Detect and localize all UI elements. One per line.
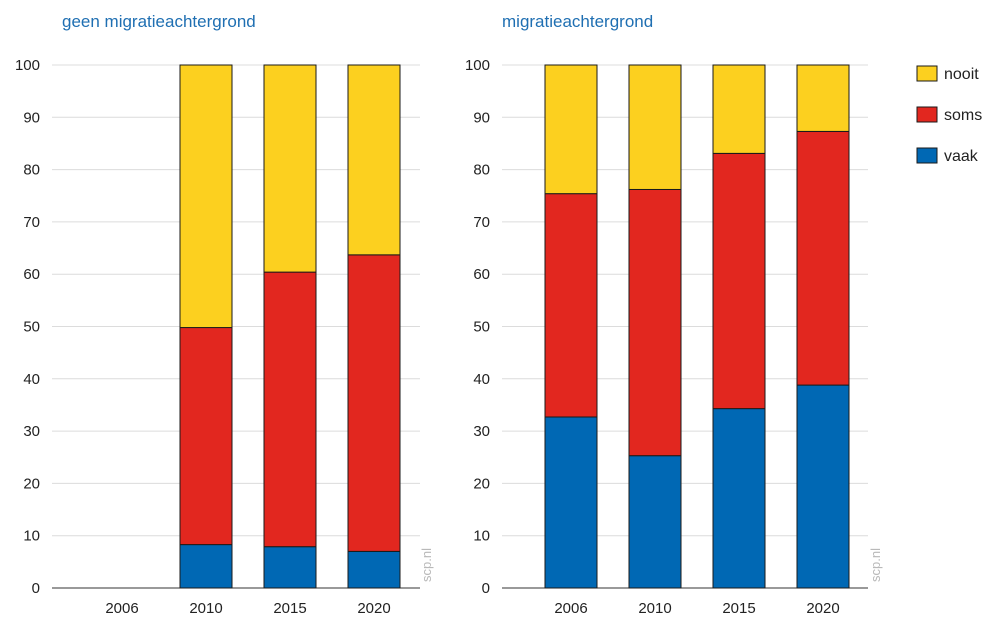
y-tick-label: 40: [23, 371, 40, 388]
y-tick-label: 50: [473, 319, 490, 336]
x-tick-label: 2020: [806, 600, 839, 617]
legend-label-vaak: vaak: [944, 148, 979, 165]
y-tick-label: 40: [473, 371, 490, 388]
bar-segment-soms-2015: [263, 271, 317, 548]
y-tick-label: 10: [473, 528, 490, 545]
watermark: scp.nl: [419, 548, 434, 582]
x-tick-label: 2015: [273, 600, 306, 617]
bar-segment-nooit-2020: [347, 64, 401, 256]
legend-swatch-soms: [916, 106, 938, 123]
y-tick-label: 20: [23, 475, 40, 492]
y-tick-label: 60: [23, 266, 40, 283]
panel-title: migratieachtergrond: [502, 12, 653, 31]
y-tick-label: 80: [473, 162, 490, 179]
legend-swatch-nooit: [916, 65, 938, 82]
bar-segment-nooit-2015: [263, 64, 317, 273]
bar-segment-nooit-2015: [712, 64, 766, 154]
bar-segment-nooit-2006: [544, 64, 598, 195]
x-tick-label: 2010: [189, 600, 222, 617]
bar-segment-vaak-2010: [628, 455, 682, 589]
bar-segment-nooit-2010: [628, 64, 682, 190]
bar-segment-vaak-2006: [544, 416, 598, 589]
bar-segment-vaak-2020: [347, 550, 401, 589]
legend-swatch-vaak: [916, 147, 938, 164]
y-tick-label: 90: [473, 109, 490, 126]
bar-segment-nooit-2010: [179, 64, 233, 329]
bar-segment-vaak-2020: [796, 384, 850, 589]
y-tick-label: 100: [465, 57, 490, 74]
legend: nooit soms vaak: [916, 65, 982, 165]
y-tick-label: 50: [23, 319, 40, 336]
bar-segment-soms-2015: [712, 152, 766, 410]
bar-segment-soms-2020: [796, 130, 850, 386]
y-tick-label: 70: [473, 214, 490, 231]
bar-segment-soms-2010: [628, 188, 682, 457]
bar-segment-nooit-2020: [796, 64, 850, 132]
x-tick-label: 2006: [554, 600, 587, 617]
y-tick-label: 20: [473, 475, 490, 492]
legend-label-soms: soms: [944, 107, 982, 124]
legend-label-nooit: nooit: [944, 66, 979, 83]
y-tick-label: 30: [23, 423, 40, 440]
y-tick-label: 60: [473, 266, 490, 283]
panel-geen-migratieachtergrond: geen migratieachtergrond 0 10 20 30 40 50 60 70 8…: [15, 12, 434, 617]
panel-migratieachtergrond: migratieachtergrond 0 10 20 30 40 50 60 70 80 90 10…: [465, 12, 883, 617]
y-tick-label: 80: [23, 162, 40, 179]
x-tick-label: 2015: [722, 600, 755, 617]
watermark: scp.nl: [868, 548, 883, 582]
panel-title: geen migratieachtergrond: [62, 12, 256, 31]
y-tick-label: 0: [32, 580, 40, 597]
bar-segment-soms-2006: [544, 193, 598, 418]
bar-segment-vaak-2015: [263, 546, 317, 589]
x-tick-label: 2010: [638, 600, 671, 617]
bar-segment-soms-2010: [179, 327, 233, 546]
y-tick-label: 10: [23, 528, 40, 545]
bar-segment-vaak-2010: [179, 544, 233, 589]
y-tick-label: 30: [473, 423, 490, 440]
y-tick-label: 90: [23, 109, 40, 126]
bar-segment-vaak-2015: [712, 408, 766, 589]
y-tick-label: 0: [482, 580, 490, 597]
x-tick-label: 2020: [357, 600, 390, 617]
y-tick-label: 70: [23, 214, 40, 231]
y-tick-label: 100: [15, 57, 40, 74]
x-tick-label: 2006: [105, 600, 138, 617]
bar-segment-soms-2020: [347, 254, 401, 552]
